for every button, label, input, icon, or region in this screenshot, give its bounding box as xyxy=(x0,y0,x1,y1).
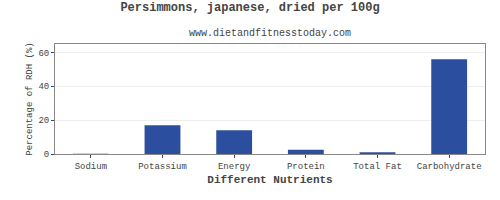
svg-text:Persimmons, japanese, dried pe: Persimmons, japanese, dried per 100g xyxy=(120,1,379,15)
svg-text:Percentage of RDH (%): Percentage of RDH (%) xyxy=(25,42,35,155)
svg-text:20: 20 xyxy=(38,116,49,126)
svg-text:60: 60 xyxy=(38,49,49,59)
svg-text:Protein: Protein xyxy=(287,162,325,172)
svg-text:Different Nutrients: Different Nutrients xyxy=(207,174,332,186)
svg-text:40: 40 xyxy=(38,82,49,92)
svg-text:Potassium: Potassium xyxy=(138,162,187,172)
svg-text:Carbohydrate: Carbohydrate xyxy=(417,162,482,172)
svg-text:Energy: Energy xyxy=(218,162,251,172)
svg-text:0: 0 xyxy=(44,150,49,160)
svg-text:Total Fat: Total Fat xyxy=(353,162,402,172)
svg-text:Sodium: Sodium xyxy=(75,162,107,172)
svg-text:www.dietandfitnesstoday.com: www.dietandfitnesstoday.com xyxy=(189,28,351,39)
